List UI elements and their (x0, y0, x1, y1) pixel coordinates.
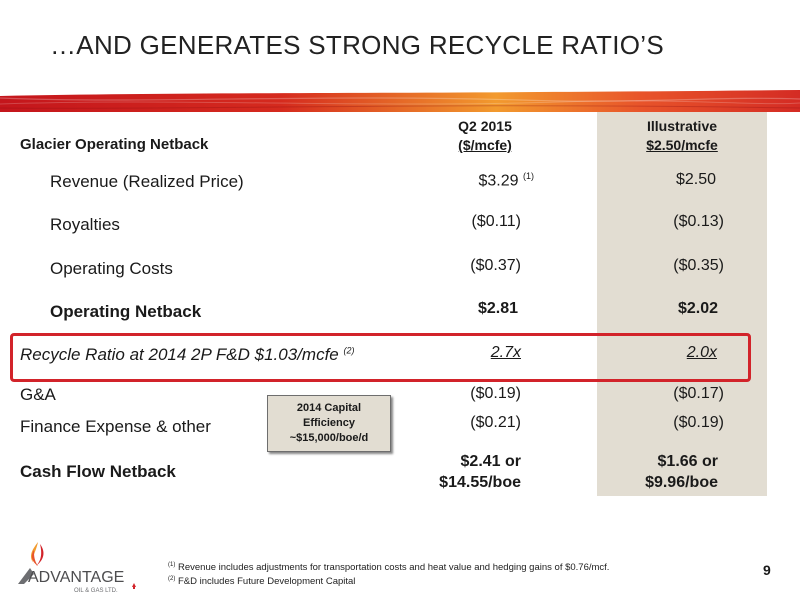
table-cell-value: $9.96/boe (645, 474, 718, 491)
illustrative-column-shade (597, 112, 767, 496)
table-cell-value: $3.29 (478, 172, 519, 190)
table-cell-q2: ($0.21) (470, 414, 521, 431)
page-number: 9 (763, 562, 771, 578)
table-cell-value: $2.41 or (460, 453, 521, 470)
recycle-ratio-label: Recycle Ratio at 2014 2P F&D $1.03/mcfe (20, 345, 339, 364)
table-cell-illustrative: $2.50 (675, 171, 716, 188)
table-cell-illustrative: ($0.13) (673, 213, 724, 230)
table-row-label: G&A (20, 385, 56, 404)
col-illustrative-header-line2: $2.50/mcfe (646, 137, 718, 153)
table-cell-illustrative: ($0.17) (673, 385, 724, 402)
table-row-label: Revenue (Realized Price) (50, 172, 244, 191)
slide-title: …AND GENERATES STRONG RECYCLE RATIO’S (50, 30, 664, 60)
col-q2-header: Q2 2015 ($/mcfe) (433, 117, 537, 155)
logo-text: ADVANTAGE (28, 569, 124, 586)
footnote-text: Revenue includes adjustments for transpo… (177, 562, 610, 574)
callout-line: Efficiency (303, 417, 355, 429)
table-row-label: Operating Netback (50, 302, 202, 321)
company-logo: ADVANTAGE OIL & GAS LTD. (14, 538, 154, 594)
col-illustrative-header-line1: Illustrative (646, 118, 718, 134)
capital-efficiency-callout: 2014 Capital Efficiency ~$15,000/boe/d (267, 395, 391, 452)
table-cell-q2: $2.41 or $14.55/boe (420, 451, 521, 493)
table-cell-value: $1.66 or (657, 453, 718, 470)
col-illustrative-header: Illustrative $2.50/mcfe (612, 117, 752, 155)
callout-line: ~$15,000/boe/d (289, 432, 369, 444)
table-cell-illustrative: $1.66 or $9.96/boe (610, 451, 718, 493)
table-cell-q2: ($0.37) (470, 257, 521, 274)
footnote-marker: (2) (343, 345, 355, 356)
table-cell-q2: ($0.11) (471, 213, 521, 230)
footnote-text: F&D includes Future Development Capital (177, 576, 356, 588)
callout-line: 2014 Capital (296, 402, 362, 414)
table-row-label: Finance Expense & other (20, 417, 211, 436)
table-cell-value: $14.55/boe (439, 474, 521, 491)
table-cell-q2: $2.81 (477, 300, 518, 317)
footnote-2: (2) F&D includes Future Development Capi… (168, 576, 355, 587)
col-q2-header-line1: Q2 2015 (458, 118, 512, 134)
col-q2-header-line2: ($/mcfe) (458, 137, 512, 153)
row-header: Glacier Operating Netback (20, 136, 209, 153)
decorative-banner (0, 90, 800, 112)
table-cell-illustrative: 2.0x (686, 344, 717, 361)
table-cell-q2: 2.7x (490, 344, 521, 361)
table-cell-illustrative: $2.02 (677, 300, 718, 317)
table-cell-q2: ($0.19) (470, 385, 521, 402)
table-cell-illustrative: ($0.19) (673, 414, 724, 431)
table-row-label: Recycle Ratio at 2014 2P F&D $1.03/mcfe … (20, 345, 354, 365)
footnote-marker: (1) (523, 171, 534, 181)
table-row-label: Royalties (50, 215, 120, 234)
table-cell-q2: $3.29 (1) (420, 171, 535, 190)
footnote-mark: (2) (168, 576, 176, 582)
footnote-1: (1) Revenue includes adjustments for tra… (168, 562, 609, 573)
footnote-mark: (1) (168, 562, 176, 568)
logo-subtext: OIL & GAS LTD. (74, 588, 118, 594)
table-cell-illustrative: ($0.35) (673, 257, 724, 274)
table-row-label: Operating Costs (50, 259, 173, 278)
table-row-label: Cash Flow Netback (20, 462, 176, 481)
recycle-ratio-highlight-box (10, 333, 751, 382)
